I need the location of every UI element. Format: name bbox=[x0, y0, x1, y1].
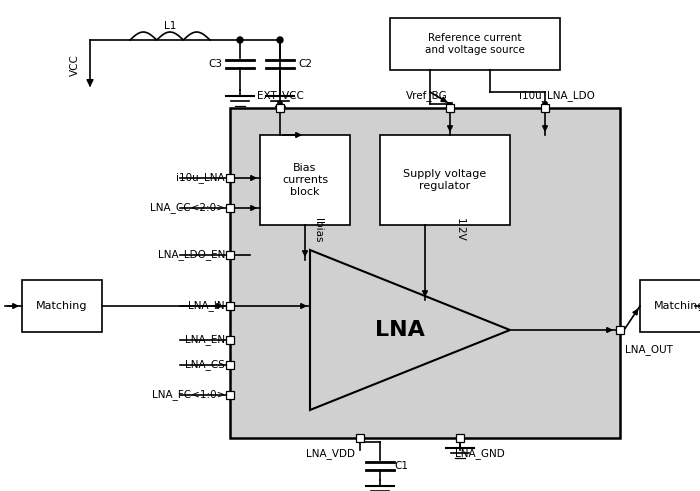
Circle shape bbox=[237, 37, 243, 43]
Text: Supply voltage
regulator: Supply voltage regulator bbox=[403, 169, 486, 191]
Text: Matching: Matching bbox=[36, 301, 88, 311]
Bar bbox=[380, 135, 510, 225]
Text: Vref_BG: Vref_BG bbox=[406, 90, 448, 102]
Text: LNA_LDO_EN: LNA_LDO_EN bbox=[158, 249, 225, 260]
Text: C2: C2 bbox=[298, 59, 312, 69]
Bar bbox=[226, 174, 234, 182]
Text: Ibias: Ibias bbox=[313, 218, 323, 242]
Bar bbox=[226, 204, 234, 212]
Text: C1: C1 bbox=[394, 461, 408, 471]
Bar bbox=[616, 326, 624, 334]
Text: i10u_LNA_LDO: i10u_LNA_LDO bbox=[519, 90, 595, 102]
Bar bbox=[541, 104, 549, 112]
Bar bbox=[356, 434, 364, 442]
Text: LNA_VDD: LNA_VDD bbox=[306, 449, 355, 460]
Text: LNA_OUT: LNA_OUT bbox=[625, 345, 673, 355]
Text: Bias
currents
block: Bias currents block bbox=[282, 164, 328, 196]
Circle shape bbox=[277, 37, 283, 43]
Bar bbox=[22, 280, 102, 332]
Bar bbox=[456, 434, 464, 442]
Bar bbox=[226, 391, 234, 399]
Text: 1.2V: 1.2V bbox=[455, 218, 465, 242]
Text: VCC: VCC bbox=[70, 54, 80, 76]
Text: LNA_EN: LNA_EN bbox=[185, 334, 225, 346]
Text: L1: L1 bbox=[164, 21, 176, 31]
Bar bbox=[226, 302, 234, 310]
Text: LNA_CC<2:0>: LNA_CC<2:0> bbox=[150, 203, 225, 214]
Bar bbox=[640, 280, 700, 332]
Text: Matching: Matching bbox=[654, 301, 700, 311]
Bar bbox=[260, 135, 350, 225]
Polygon shape bbox=[310, 250, 510, 410]
Bar bbox=[226, 336, 234, 344]
Text: C3: C3 bbox=[208, 59, 222, 69]
Bar bbox=[226, 251, 234, 259]
Bar bbox=[446, 104, 454, 112]
Text: LNA: LNA bbox=[375, 320, 425, 340]
Text: EXT_VCC: EXT_VCC bbox=[257, 90, 303, 102]
Text: LNA_IN: LNA_IN bbox=[188, 300, 225, 311]
Bar bbox=[226, 361, 234, 369]
Text: Reference current
and voltage source: Reference current and voltage source bbox=[425, 33, 525, 55]
Text: LNA_GND: LNA_GND bbox=[455, 449, 505, 460]
Text: i10u_LNA: i10u_LNA bbox=[176, 172, 225, 184]
Text: LNA_CS: LNA_CS bbox=[185, 359, 225, 370]
Bar bbox=[390, 18, 560, 70]
Text: LNA_FC<1:0>: LNA_FC<1:0> bbox=[152, 389, 225, 401]
Bar bbox=[276, 104, 284, 112]
Bar bbox=[230, 108, 620, 438]
